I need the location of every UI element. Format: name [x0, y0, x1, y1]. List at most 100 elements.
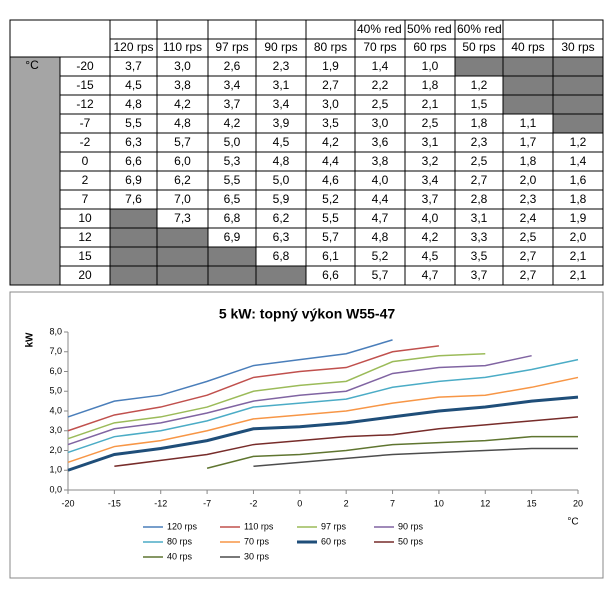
- legend-label: 80 rps: [167, 536, 193, 546]
- table-value: 2,3: [273, 59, 290, 73]
- table-value: 6,2: [273, 211, 290, 225]
- table-value: 6,8: [224, 211, 241, 225]
- table-cell: [156, 227, 209, 248]
- table-value: 3,4: [273, 97, 290, 111]
- row-temp: 20: [78, 268, 92, 282]
- table-value: 1,8: [422, 78, 439, 92]
- table-value: 6,8: [273, 249, 290, 263]
- series-line: [67, 358, 579, 454]
- table-cell: [552, 94, 604, 115]
- table-cell: [552, 113, 604, 134]
- x-tick-label: -2: [249, 498, 257, 508]
- x-tick-label: 20: [573, 498, 583, 508]
- table-cell: [9, 19, 111, 58]
- table-value: 4,6: [322, 173, 339, 187]
- table-value: 3,1: [273, 78, 290, 92]
- y-tick-label: 5,0: [49, 386, 62, 396]
- table-value: 6,6: [322, 268, 339, 282]
- table-cell: [207, 246, 257, 267]
- table-value: 4,2: [322, 135, 339, 149]
- table-value: 2,7: [471, 173, 488, 187]
- chart-frame: [9, 291, 604, 579]
- table-value: 1,7: [520, 135, 537, 149]
- table-value: 2,5: [471, 154, 488, 168]
- table-value: 1,9: [570, 211, 587, 225]
- series-line: [67, 352, 486, 440]
- table-cell: [454, 56, 504, 77]
- row-temp: -15: [76, 78, 94, 92]
- series-line: [114, 416, 579, 468]
- table-value: 4,8: [174, 116, 191, 130]
- table-value: 3,7: [224, 97, 241, 111]
- x-tick-label: 7: [390, 498, 395, 508]
- table-value: 4,2: [422, 230, 439, 244]
- table-value: 5,2: [372, 249, 389, 263]
- table-value: 1,9: [322, 59, 339, 73]
- axes: 0,01,02,03,04,05,06,07,08,0-20 -15 -12 -7 -2…: [49, 326, 583, 508]
- table-value: 1,8: [471, 116, 488, 130]
- table-value: 2,2: [372, 78, 389, 92]
- column-header: 97 rps: [215, 40, 248, 54]
- table-value: 3,0: [322, 97, 339, 111]
- table-value: 1,8: [520, 154, 537, 168]
- table-value: 6,1: [322, 249, 339, 263]
- x-tick-label: 2: [344, 498, 349, 508]
- table-value: 4,5: [273, 135, 290, 149]
- table-cell: [109, 227, 158, 248]
- legend-label: 110 rps: [244, 521, 274, 531]
- table-value: 1,0: [422, 59, 439, 73]
- table-value: 3,2: [422, 154, 439, 168]
- table-value: 5,7: [322, 230, 339, 244]
- table-value: 2,5: [372, 97, 389, 111]
- table-cell: [207, 19, 257, 40]
- table-value: 4,4: [372, 192, 389, 206]
- unit-column: [9, 56, 61, 286]
- table-value: 7,3: [174, 211, 191, 225]
- chart-title: 5 kW: topný výkon W55-47: [219, 306, 396, 322]
- table-cell: [552, 75, 604, 96]
- table-value: 2,1: [422, 97, 439, 111]
- table-value: 6,0: [174, 154, 191, 168]
- table-value: 1,2: [570, 135, 587, 149]
- table-value: 5,0: [224, 135, 241, 149]
- group-header: 40% red: [357, 22, 402, 36]
- table-value: 6,5: [224, 192, 241, 206]
- row-temp: -2: [80, 135, 91, 149]
- table-cell: [502, 94, 554, 115]
- table-value: 3,9: [273, 116, 290, 130]
- table-value: 5,7: [174, 135, 191, 149]
- table-value: 4,0: [372, 173, 389, 187]
- table-value: 2,3: [471, 135, 488, 149]
- group-header: 50% red: [407, 22, 452, 36]
- y-tick-label: 2,0: [49, 445, 62, 455]
- table-value: 1,4: [372, 59, 389, 73]
- y-tick-label: 4,0: [49, 405, 62, 415]
- table-value: 4,8: [372, 230, 389, 244]
- y-tick-label: 3,0: [49, 425, 62, 435]
- table-value: 3,0: [372, 116, 389, 130]
- table-cell: [109, 246, 158, 267]
- x-tick-label: -15: [108, 498, 121, 508]
- table-value: 4,7: [372, 211, 389, 225]
- table-value: 1,6: [570, 173, 587, 187]
- table-value: 4,8: [273, 154, 290, 168]
- table-value: 3,8: [174, 78, 191, 92]
- series-line: [67, 339, 393, 418]
- unit-label: °C: [25, 58, 39, 72]
- table-value: 3,6: [372, 135, 389, 149]
- table-value: 5,7: [372, 268, 389, 282]
- table-value: 5,2: [322, 192, 339, 206]
- table-cell: [109, 265, 158, 286]
- table-value: 4,5: [422, 249, 439, 263]
- legend-label: 50 rps: [398, 536, 424, 546]
- x-tick-label: 15: [527, 498, 537, 508]
- table-value: 4,7: [422, 268, 439, 282]
- column-header: 110 rps: [163, 40, 202, 54]
- table-value: 3,1: [471, 211, 488, 225]
- series-line: [67, 376, 579, 464]
- table-value: 2,5: [520, 230, 537, 244]
- table-cell: [502, 56, 554, 77]
- y-tick-label: 1,0: [49, 465, 62, 475]
- column-header: 50 rps: [462, 40, 495, 54]
- table-value: 6,2: [174, 173, 191, 187]
